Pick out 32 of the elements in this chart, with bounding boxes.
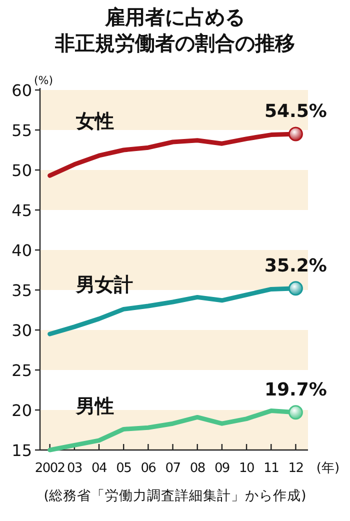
y-tick-label: 25 <box>12 361 32 380</box>
text: (総務省「労働力調査詳細集計」から作成) <box>44 488 306 504</box>
x-tick-label: 12 <box>288 461 304 476</box>
y-tick-label: 50 <box>12 161 32 180</box>
x-axis-title: (年) <box>316 461 340 476</box>
data-label: 54.5% <box>264 101 327 122</box>
y-axis-title: (%) <box>34 74 54 87</box>
y-tick-label: 35 <box>12 281 32 300</box>
x-tick-label: 09 <box>214 461 230 476</box>
y-tick-label: 60 <box>12 81 32 100</box>
x-tick-label: 10 <box>239 461 255 476</box>
x-tick-label: 11 <box>264 461 280 476</box>
series-label: 女性 <box>75 110 114 133</box>
series-label: 男女計 <box>75 274 133 296</box>
x-tick-label: 08 <box>190 461 206 476</box>
y-tick-label: 55 <box>12 121 32 140</box>
data-label: 35.2% <box>264 255 327 276</box>
y-tick-label: 40 <box>12 241 32 260</box>
x-tick-label: 03 <box>66 461 82 476</box>
x-tick-label: 05 <box>116 461 132 476</box>
y-tick-label: 30 <box>12 321 32 340</box>
y-tick-label: 15 <box>12 441 32 460</box>
chart-title: 雇用者に占める <box>104 5 245 29</box>
y-tick-label: 20 <box>12 401 32 420</box>
data-label: 19.7% <box>264 379 327 400</box>
x-tick-label: 2002 <box>34 461 65 476</box>
chart-subtitle: 非正規労働者の割合の推移 <box>54 31 295 55</box>
x-tick-label: 04 <box>92 461 108 476</box>
series-label: 男性 <box>75 395 114 418</box>
x-tick-label: 06 <box>140 461 156 476</box>
y-tick-label: 45 <box>12 201 32 220</box>
x-tick-label: 07 <box>165 461 181 476</box>
